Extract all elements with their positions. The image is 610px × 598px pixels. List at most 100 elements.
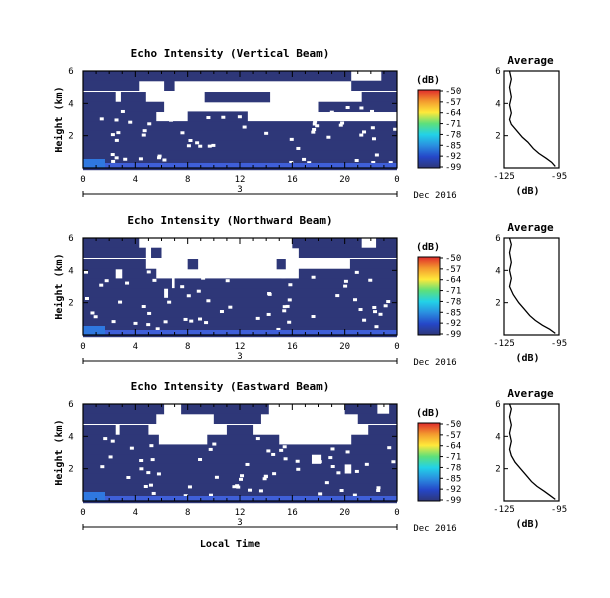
no-data-speckle (186, 294, 191, 298)
no-data-speckle (195, 141, 200, 145)
echo-segment (351, 463, 397, 475)
no-data-speckle (335, 294, 340, 298)
x-tick-label: 20 (339, 175, 350, 185)
echo-segment (151, 247, 162, 258)
no-data-speckle (242, 125, 247, 129)
y-tick-label: 6 (68, 400, 73, 410)
no-data-speckle (221, 115, 226, 119)
echo-segment (344, 404, 378, 415)
echo-segment (83, 247, 146, 258)
no-data-speckle (156, 472, 161, 476)
x-axis-label: Local Time (200, 538, 260, 550)
no-data-speckle (255, 316, 260, 320)
echo-segment (83, 434, 159, 446)
no-data-speckle (326, 135, 331, 139)
no-data-speckle (330, 465, 335, 469)
y-tick-label: 6 (68, 67, 73, 77)
average-frame (503, 403, 560, 502)
echo-segment (83, 130, 397, 142)
echo-segment (83, 444, 397, 455)
colorbar-tick-label: -78 (445, 463, 461, 473)
no-data-speckle (254, 108, 259, 112)
average-y-tick-label: 4 (495, 99, 500, 109)
echo-segment (368, 425, 397, 436)
colorbar-tick-label: -99 (445, 163, 461, 173)
echo-segment (187, 259, 199, 270)
colorbar-tick-label: -71 (445, 287, 461, 297)
no-data-speckle (362, 318, 367, 322)
surface-echo-band (83, 159, 105, 168)
echo-segment (213, 413, 261, 424)
no-data-speckle (123, 157, 128, 161)
no-data-speckle (354, 469, 359, 473)
no-data-speckle (232, 485, 237, 489)
echo-segment (83, 268, 116, 280)
average-y-tick-label: 6 (495, 400, 500, 410)
no-data-speckle (328, 456, 333, 460)
month-label: Dec 2016 (413, 191, 456, 201)
no-data-speckle (163, 320, 168, 324)
panel-title: Echo Intensity (Northward Beam) (127, 214, 332, 227)
echo-segment (276, 259, 286, 270)
no-data-speckle (343, 284, 348, 288)
no-data-speckle (207, 272, 212, 276)
average-profile-line (508, 70, 556, 167)
no-data-speckle (358, 308, 363, 312)
no-data-speckle (285, 304, 290, 308)
x-tick-label: 0 (394, 342, 399, 352)
no-data-speckle (345, 450, 350, 454)
x-tick-label: 16 (287, 175, 298, 185)
colorbar-tick-label: -64 (445, 276, 461, 286)
average-y-tick-label: 2 (495, 299, 500, 309)
average-title: Average (507, 387, 554, 400)
no-data-speckle (146, 471, 151, 475)
no-data-speckle (201, 276, 206, 280)
y-axis-label: Height (km) (53, 419, 65, 485)
average-x-tick-label: -95 (551, 339, 567, 349)
no-data-speckle (287, 320, 292, 324)
no-data-speckle (198, 458, 203, 462)
no-data-speckle (146, 323, 151, 327)
no-data-speckle (219, 272, 224, 276)
no-data-speckle (329, 110, 334, 114)
colorbar-tick-label: -57 (445, 98, 461, 108)
no-data-speckle (111, 159, 116, 163)
no-data-speckle (84, 270, 89, 274)
no-data-speckle (120, 109, 125, 113)
no-data-speckle (370, 109, 375, 113)
no-data-speckle (372, 305, 377, 309)
month-label: Dec 2016 (413, 358, 456, 368)
no-data-speckle (352, 493, 357, 497)
colorbar-tick-label: -85 (445, 141, 461, 151)
no-data-speckle (239, 477, 244, 481)
no-data-speckle (103, 437, 108, 441)
no-data-speckle (189, 319, 194, 323)
no-data-speckle (272, 472, 277, 476)
no-data-speckle (155, 327, 160, 331)
no-data-speckle (339, 489, 344, 493)
average-y-tick-label: 6 (495, 234, 500, 244)
colorbar (417, 256, 441, 336)
average-title: Average (507, 54, 554, 67)
no-data-speckle (139, 459, 144, 463)
echo-segment (298, 247, 397, 258)
no-data-speckle (157, 154, 162, 158)
echo-segment (349, 259, 397, 270)
no-data-speckle (368, 278, 373, 282)
no-data-speckle (100, 465, 105, 469)
echo-segment (83, 307, 397, 318)
y-tick-label: 6 (68, 234, 73, 244)
no-data-speckle (228, 305, 233, 309)
echo-segment (351, 80, 397, 91)
no-data-speckle (206, 116, 211, 120)
day-label: 3 (237, 518, 242, 528)
x-tick-label: 16 (287, 342, 298, 352)
no-data-speckle (110, 133, 115, 137)
no-data-speckle (276, 327, 281, 331)
no-data-speckle (378, 312, 383, 316)
x-tick-label: 0 (80, 508, 85, 518)
no-data-speckle (343, 279, 348, 283)
echo-segment (318, 101, 397, 113)
no-data-speckle (147, 311, 152, 315)
colorbar-tick-label: -99 (445, 330, 461, 340)
